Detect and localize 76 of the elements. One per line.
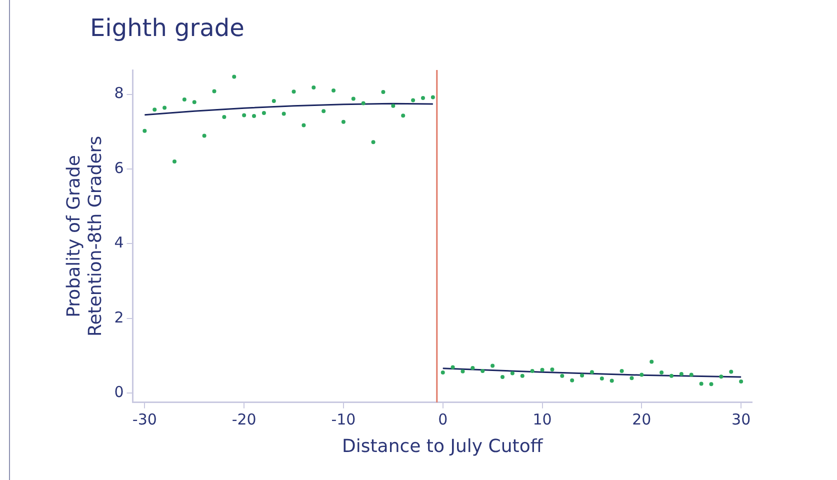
point xyxy=(142,128,147,133)
point xyxy=(371,140,376,144)
point xyxy=(252,114,256,118)
point xyxy=(709,382,714,386)
x-tick-label: -20 xyxy=(232,410,256,428)
point xyxy=(540,368,544,372)
point xyxy=(440,370,445,375)
point xyxy=(401,114,406,118)
point xyxy=(570,378,574,382)
x-tick-label: 0 xyxy=(438,410,448,428)
y-axis-title: Probality of Grade Retention-8th Graders xyxy=(63,136,106,336)
point xyxy=(172,160,176,164)
point xyxy=(560,374,564,378)
point xyxy=(660,370,664,375)
point xyxy=(640,372,644,377)
x-tick-label: -10 xyxy=(331,410,356,428)
x-tick-label: 30 xyxy=(732,410,751,428)
point xyxy=(739,379,744,384)
point xyxy=(322,109,326,114)
point xyxy=(669,374,674,378)
point xyxy=(500,375,505,380)
point xyxy=(699,382,704,386)
point xyxy=(729,370,734,374)
point xyxy=(510,371,514,376)
y-tick-label: 0 xyxy=(114,382,124,401)
point xyxy=(152,108,157,112)
point xyxy=(650,360,654,364)
point xyxy=(420,96,425,100)
point xyxy=(391,104,396,108)
y-tick-label: 4 xyxy=(114,234,124,252)
point xyxy=(460,369,465,374)
point xyxy=(242,113,246,118)
x-tick-label: 10 xyxy=(532,410,552,428)
point xyxy=(282,112,286,116)
point xyxy=(689,372,694,377)
x-tick-label: -30 xyxy=(132,410,157,428)
point xyxy=(262,110,266,115)
point xyxy=(332,88,336,93)
point xyxy=(470,366,475,370)
point xyxy=(212,89,216,94)
y-tick-label: 2 xyxy=(114,308,124,326)
point xyxy=(520,374,524,378)
point xyxy=(361,101,366,106)
chart-title: Eighth grade xyxy=(90,14,244,42)
point xyxy=(600,376,604,380)
point xyxy=(381,90,386,94)
point xyxy=(411,98,416,102)
point xyxy=(550,368,554,372)
point xyxy=(530,369,534,374)
point xyxy=(292,90,296,94)
point xyxy=(480,369,485,374)
point xyxy=(430,95,435,100)
point xyxy=(610,378,614,383)
point xyxy=(630,376,634,380)
point xyxy=(272,99,276,103)
x-tick-label: 20 xyxy=(632,410,652,428)
point xyxy=(341,120,346,124)
point xyxy=(182,98,186,102)
point xyxy=(450,365,455,370)
point xyxy=(302,123,306,128)
point xyxy=(620,369,624,374)
point xyxy=(192,100,196,104)
point xyxy=(679,372,684,376)
point xyxy=(202,134,206,138)
point xyxy=(580,374,584,378)
point xyxy=(590,370,594,374)
point xyxy=(222,115,226,120)
x-axis-title: Distance to July Cutoff xyxy=(342,436,544,457)
point xyxy=(232,74,236,79)
point xyxy=(490,364,495,368)
y-tick-label: 6 xyxy=(114,158,124,177)
point xyxy=(312,86,316,90)
point xyxy=(351,96,356,101)
y-tick-label: 8 xyxy=(114,84,124,102)
point xyxy=(719,374,724,379)
point xyxy=(162,106,167,110)
